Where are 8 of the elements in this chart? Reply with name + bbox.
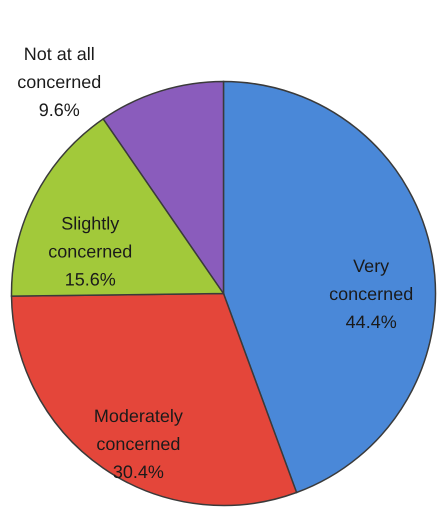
- data-label: 44.4%: [346, 312, 397, 332]
- data-label: 15.6%: [64, 270, 116, 290]
- slice-label: Not at all concerned: [17, 44, 102, 92]
- slice-label: Very concerned: [329, 256, 414, 304]
- data-label: 30.4%: [112, 462, 164, 482]
- slice-label: Moderately concerned: [94, 406, 183, 454]
- slice-label: Slightly concerned: [48, 214, 132, 262]
- data-label: 9.6%: [38, 100, 80, 120]
